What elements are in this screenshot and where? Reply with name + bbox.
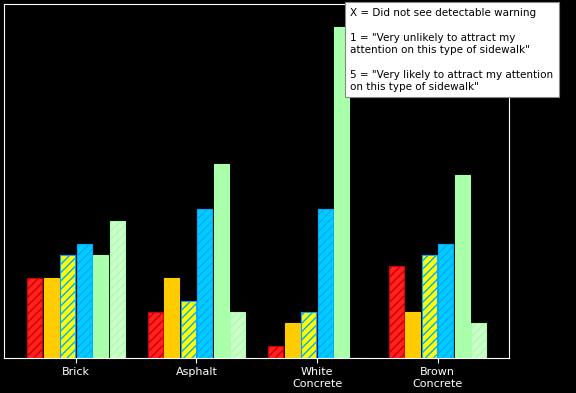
Bar xyxy=(27,278,42,358)
Bar xyxy=(318,209,333,358)
Bar xyxy=(109,221,124,358)
Bar xyxy=(438,244,453,358)
Bar xyxy=(406,312,420,358)
Bar xyxy=(268,346,283,358)
Bar xyxy=(44,278,59,358)
Bar xyxy=(301,312,316,358)
Bar xyxy=(93,255,108,358)
Bar xyxy=(422,255,437,358)
Bar xyxy=(389,266,404,358)
Bar xyxy=(60,255,75,358)
Text: X = Did not see detectable warning

1 = "Very unlikely to attract my
attention o: X = Did not see detectable warning 1 = "… xyxy=(350,8,554,92)
Bar xyxy=(285,323,300,358)
Bar xyxy=(147,312,163,358)
Bar xyxy=(77,244,92,358)
Bar xyxy=(454,175,470,358)
Bar xyxy=(181,301,196,358)
Bar xyxy=(230,312,245,358)
Bar xyxy=(334,27,349,358)
Bar xyxy=(214,164,229,358)
Bar xyxy=(164,278,179,358)
Bar xyxy=(197,209,213,358)
Bar xyxy=(471,323,486,358)
